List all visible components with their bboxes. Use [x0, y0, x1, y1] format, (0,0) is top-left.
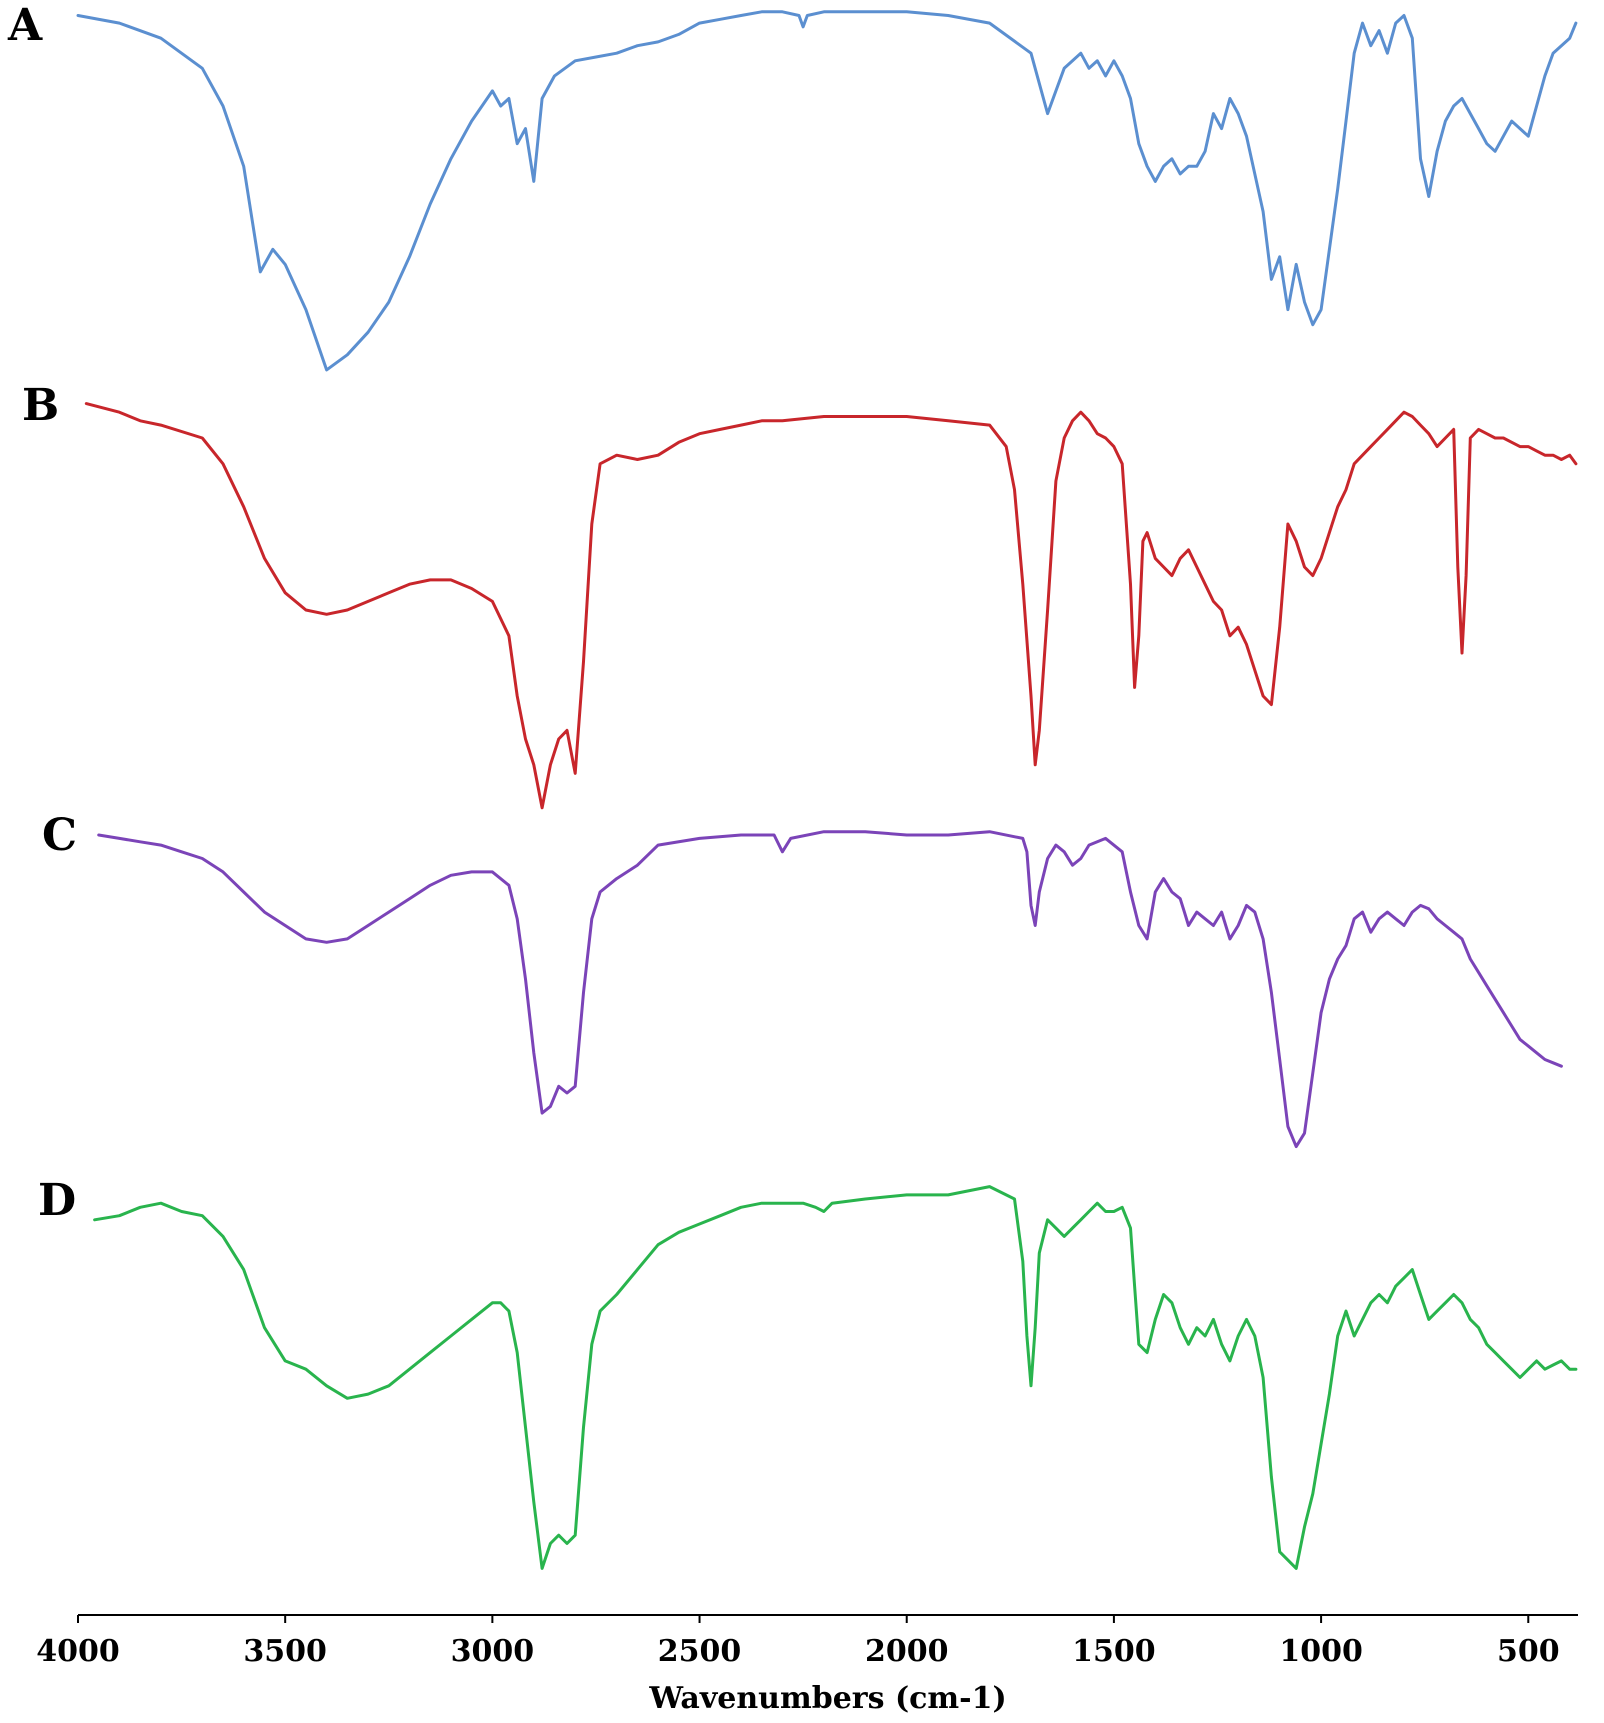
panel-labels: A B C D [7, 0, 77, 1226]
x-tick-label: 2500 [658, 1634, 742, 1669]
x-tick-label: 1500 [1072, 1634, 1156, 1669]
x-tick-label: 3500 [243, 1634, 327, 1669]
x-axis-ticks: 4000 3500 3000 2500 2000 1500 1000 500 [36, 1615, 1560, 1669]
panel-label-a: A [7, 0, 43, 51]
spectrum-line-c [97, 830, 1563, 1149]
x-tick-label: 1000 [1279, 1634, 1363, 1669]
panel-label-c: C [42, 810, 77, 861]
x-axis-title: Wavenumbers (cm-1) [648, 1681, 1006, 1716]
spectrum-line-d [93, 1185, 1578, 1570]
spectrum-bands [76, 10, 1578, 1570]
x-tick-label: 4000 [36, 1634, 120, 1669]
spectrum-line-a [76, 10, 1578, 372]
spectrum-line-b [84, 402, 1578, 810]
x-tick-label: 2000 [865, 1634, 949, 1669]
panel-label-b: B [22, 380, 59, 431]
x-tick-label: 500 [1497, 1634, 1560, 1669]
x-tick-label: 3000 [451, 1634, 535, 1669]
panel-label-d: D [38, 1175, 76, 1226]
